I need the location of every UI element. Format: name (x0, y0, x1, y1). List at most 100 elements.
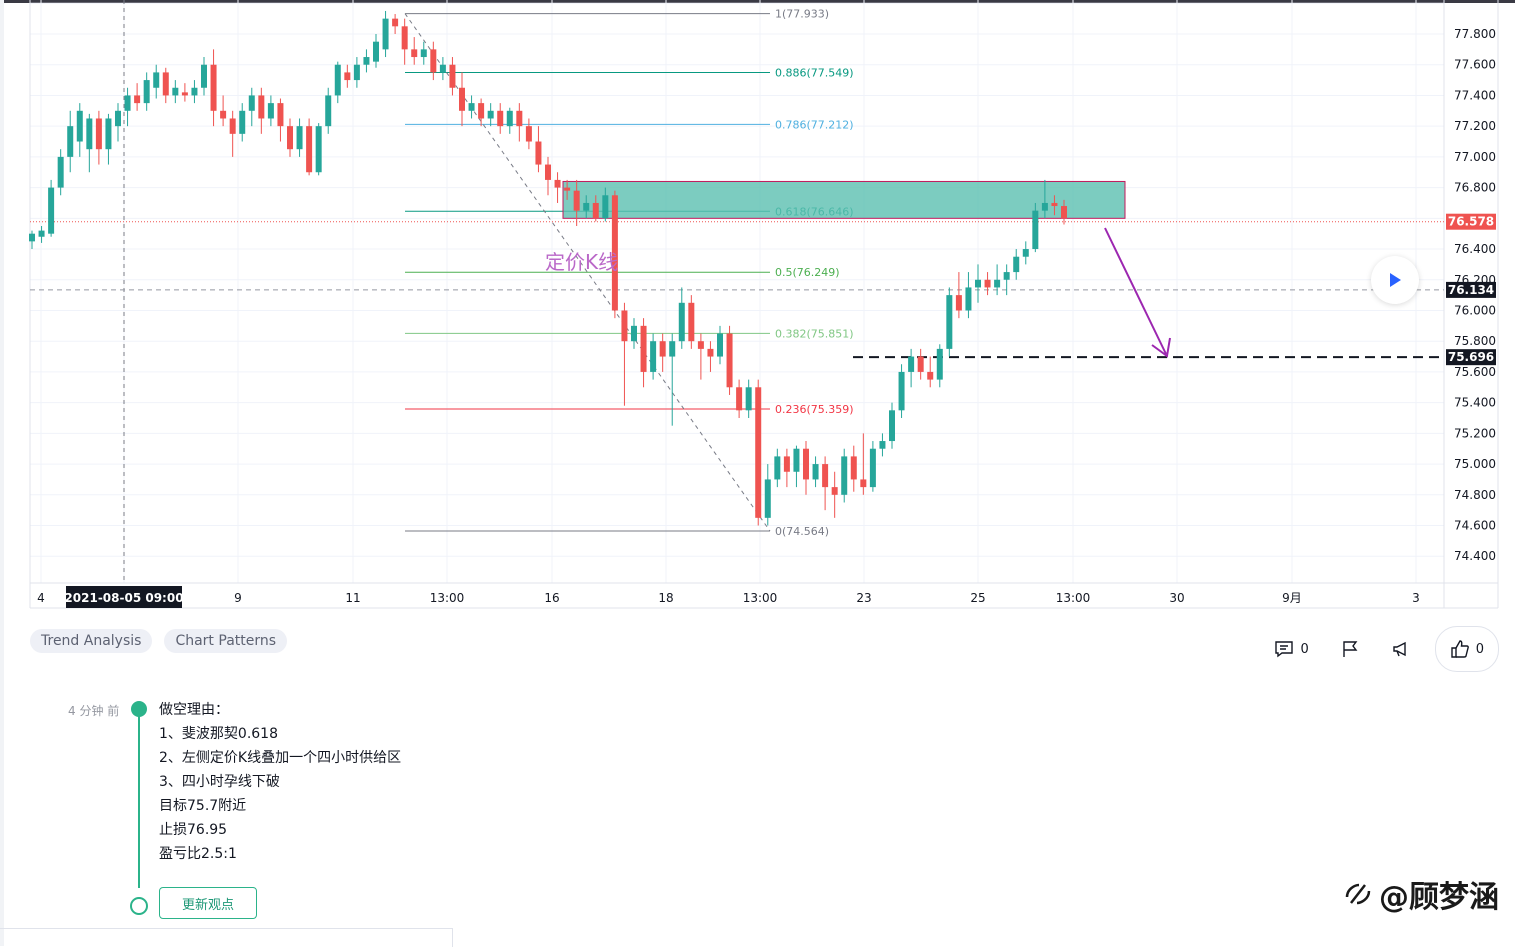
fib-level-label: 0.236(75.359) (775, 403, 854, 416)
crosshair-time-label: 2021-08-05 09:00 (64, 591, 183, 605)
time-tick-label: 13:00 (1056, 591, 1091, 605)
candle-body (927, 371, 934, 380)
candle (755, 379, 762, 526)
candle-body (994, 279, 1001, 288)
candle-body (554, 179, 561, 188)
candle-body (134, 95, 141, 104)
candle-body (602, 195, 609, 219)
candle (1051, 195, 1058, 216)
candle-body (889, 410, 895, 442)
candle (535, 126, 542, 173)
candle (95, 110, 102, 165)
price-tick-label: 74.600 (1454, 519, 1496, 533)
candle-body (1022, 249, 1029, 257)
candle-body (401, 26, 408, 50)
candle-body (344, 72, 351, 81)
candle (525, 118, 532, 150)
candle (640, 318, 647, 388)
candle (955, 272, 962, 319)
tag-chart-patterns[interactable]: Chart Patterns (164, 629, 288, 653)
candle-body (363, 57, 370, 65)
candle-body (803, 448, 809, 480)
like-button[interactable]: 0 (1434, 626, 1499, 672)
candle-body (258, 95, 265, 119)
time-tick-label: 23 (856, 591, 871, 605)
candle-body (908, 356, 915, 372)
play-button[interactable] (1371, 256, 1419, 304)
candle (707, 341, 714, 372)
price-tick-label: 77.600 (1454, 58, 1496, 72)
candle-body (124, 95, 131, 111)
candle-body (248, 95, 255, 111)
candle-body (487, 110, 494, 119)
price-tick-label: 76.400 (1454, 242, 1496, 256)
flag-button[interactable] (1325, 627, 1375, 671)
time-tick-label: 30 (1169, 591, 1184, 605)
candle-body (392, 18, 399, 27)
candle-body (277, 103, 284, 127)
price-tick-label: 75.200 (1454, 426, 1496, 440)
candle (803, 441, 809, 495)
candle-body (611, 195, 618, 311)
idea-line: 2、左侧定价K线叠加一个四小时供给区 (159, 750, 402, 766)
likes-count: 0 (1475, 641, 1484, 657)
candle (717, 325, 723, 365)
post-time: 4 分钟 前 (68, 704, 120, 718)
candle-body (449, 64, 456, 88)
candle (105, 113, 112, 165)
candlestick-chart[interactable]: 77.800 77.600 77.400 77.200 77.000 76.800 76.4… (0, 0, 1515, 612)
candle (1003, 264, 1010, 296)
price-tick-label: 74.800 (1454, 488, 1496, 502)
candle (936, 344, 943, 388)
watermark-text: @顾梦涵 (1379, 880, 1499, 915)
candle (392, 14, 399, 34)
candle-body (105, 118, 112, 150)
candle (726, 325, 733, 395)
candle (860, 433, 867, 495)
candle-body (57, 156, 64, 188)
chart-area[interactable]: 77.800 77.600 77.400 77.200 77.000 76.800 76.4… (0, 0, 1515, 612)
comments-button[interactable]: 0 (1258, 627, 1324, 671)
candle (975, 264, 981, 303)
candle-body (764, 479, 771, 518)
update-idea-button[interactable]: 更新观点 (159, 887, 257, 919)
candle (191, 80, 198, 104)
candle-body (879, 441, 886, 449)
watermark: @顾梦涵 (1343, 872, 1499, 916)
candle-body (459, 87, 465, 111)
candle (554, 172, 561, 203)
candle-body (239, 110, 246, 134)
candle-body (592, 202, 599, 219)
candle-body (162, 72, 169, 96)
candle-body (516, 110, 523, 127)
candle-body (955, 295, 962, 311)
candle-body (841, 456, 848, 495)
idea-line: 做空理由： (159, 702, 229, 718)
idea-text: 做空理由： 1、斐波那契0.618 2、左侧定价K线叠加一个四小时供给区 3、四… (159, 698, 401, 866)
candle-body (430, 49, 437, 73)
share-button[interactable] (1375, 627, 1427, 671)
candle-body (631, 325, 637, 342)
candle (659, 333, 666, 372)
candle-body (736, 387, 743, 411)
candle (889, 402, 895, 449)
candle-body (564, 187, 571, 191)
candle-body (793, 448, 800, 472)
candle-body (478, 103, 485, 119)
candle-body (1003, 272, 1010, 280)
time-tick-label: 11 (345, 591, 360, 605)
candle-body (525, 126, 532, 142)
tag-trend-analysis[interactable]: Trend Analysis (30, 629, 153, 653)
candle-body (267, 103, 274, 119)
idea-line: 盈亏比2.5:1 (159, 846, 237, 862)
candle (994, 264, 1001, 296)
candle (573, 179, 580, 226)
candle-body (296, 126, 303, 150)
candle-body (717, 333, 723, 357)
candle (86, 113, 93, 173)
candle (850, 445, 857, 492)
tag-list: Trend Analysis Chart Patterns (30, 629, 288, 653)
target-price-label-box (1446, 349, 1496, 366)
candle (287, 118, 293, 157)
candle (592, 195, 599, 222)
